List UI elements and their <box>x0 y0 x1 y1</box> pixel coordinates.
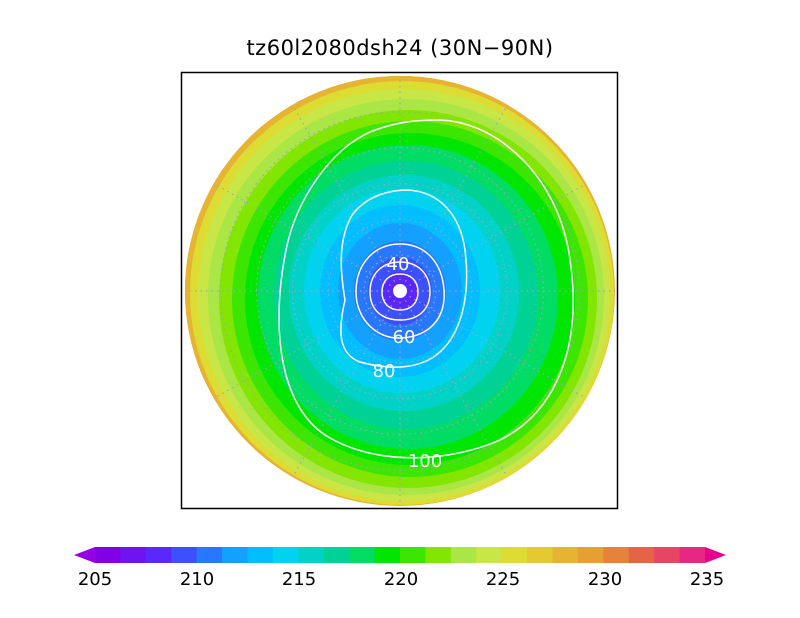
contour-label: 60 <box>393 327 416 348</box>
colorbar-arrow-right <box>705 547 726 563</box>
colorbar-tick-label: 215 <box>282 569 316 590</box>
colorbar-cell <box>349 547 376 563</box>
colorbar-cell <box>654 547 681 563</box>
pole-marker <box>393 284 407 298</box>
colorbar-cell <box>476 547 503 563</box>
colorbar-cell <box>272 547 299 563</box>
colorbar-cell <box>247 547 274 563</box>
colorbar-cell <box>120 547 147 563</box>
colorbar-tick-label: 225 <box>486 569 520 590</box>
contour-labels: 40 60 80 100 <box>373 254 443 472</box>
map-title: tz60l2080dsh24 (30N−90N) <box>246 36 554 60</box>
colorbar-cell <box>577 547 604 563</box>
colorbar-cell <box>628 547 655 563</box>
colorbar-cell <box>501 547 528 563</box>
colorbar-tick-label: 220 <box>384 569 418 590</box>
colorbar-tick-label: 235 <box>690 569 724 590</box>
colorbar-cell <box>425 547 452 563</box>
colorbar-tick-label: 230 <box>588 569 622 590</box>
contour-line <box>340 189 468 368</box>
colorbar-cell <box>374 547 401 563</box>
lat-lon-grid <box>185 76 615 506</box>
colorbar-cell <box>95 547 121 563</box>
contour-line <box>369 261 431 321</box>
contour-label: 100 <box>408 451 442 472</box>
colorbar-cell <box>145 547 172 563</box>
colorbar-cell <box>171 547 198 563</box>
latitude-circle <box>291 182 509 400</box>
colorbar-cell <box>323 547 350 563</box>
colorbar-cell <box>552 547 579 563</box>
colorbar-tick-label: 210 <box>180 569 214 590</box>
latitude-circle <box>220 111 580 471</box>
colorbar-cell <box>400 547 426 563</box>
colorbar-cell <box>298 547 325 563</box>
contour-line <box>355 243 445 339</box>
colorbar-cell <box>450 547 477 563</box>
colorbar-cell <box>603 547 630 563</box>
contour-line <box>278 119 574 459</box>
contour-label: 40 <box>387 254 410 275</box>
colorbar-tick-label: 205 <box>78 569 112 590</box>
latitude-circle <box>363 254 437 328</box>
contour-lines <box>278 119 574 459</box>
colorbar-arrow-left <box>74 547 95 563</box>
colorbar-cell <box>222 547 248 563</box>
contour-label: 80 <box>373 361 396 382</box>
colorbar-cell <box>527 547 553 563</box>
colorbar-cell <box>679 547 706 563</box>
colorbar-cells <box>74 547 726 563</box>
map-frame <box>180 71 619 510</box>
contour-line <box>381 273 419 311</box>
colorbar-labels: 205 210 215 220 225 230 235 <box>78 569 724 590</box>
colorbar-cell <box>196 547 223 563</box>
